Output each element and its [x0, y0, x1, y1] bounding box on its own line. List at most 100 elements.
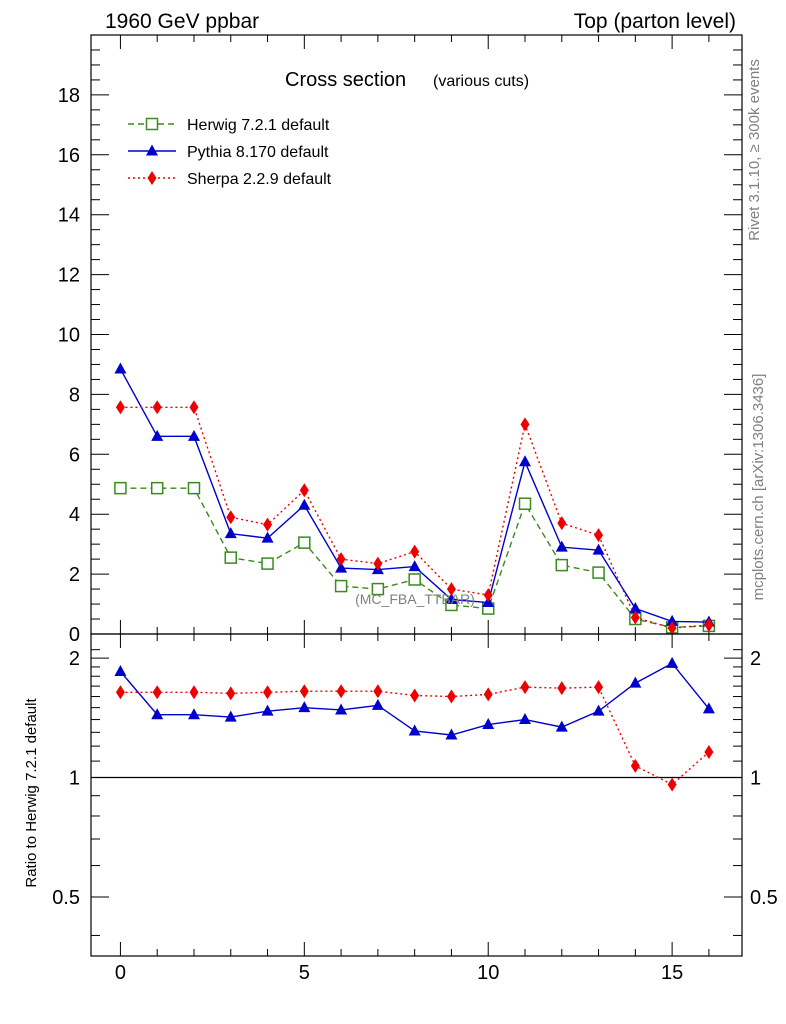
legend-label: Herwig 7.2.1 default: [187, 117, 330, 134]
data-point: [592, 704, 605, 716]
x-tick-label: 10: [477, 962, 499, 984]
data-point: [373, 556, 383, 571]
data-point: [298, 536, 311, 549]
mcplots-label: mcplots.cern.ch [arXiv:1306.3436]: [750, 374, 767, 601]
header-left-label: 1960 GeV ppbar: [105, 10, 259, 33]
data-point: [226, 510, 236, 525]
ratio-y-tick-label: 2: [69, 648, 80, 670]
data-point: [336, 552, 346, 567]
chart-title: Cross section (various cuts): [285, 69, 529, 91]
data-point: [187, 708, 200, 720]
data-point: [594, 528, 604, 543]
data-point: [519, 713, 531, 725]
data-point: [114, 481, 127, 495]
data-point: [592, 566, 605, 579]
data-point: [446, 582, 456, 597]
x-tick-label: 0: [115, 962, 126, 984]
rivet-version-label: Rivet 3.1.10, ≥ 300k events: [746, 59, 763, 241]
data-point: [150, 481, 164, 495]
data-point: [298, 498, 311, 510]
data-point: [483, 687, 493, 702]
data-point: [629, 676, 642, 688]
data-point: [336, 684, 346, 699]
y-tick-label: 10: [58, 325, 80, 347]
data-point: [555, 720, 568, 732]
y-tick-label: 12: [58, 265, 80, 287]
data-point: [410, 688, 420, 703]
data-point: [298, 701, 311, 713]
data-point: [704, 744, 714, 759]
data-point: [555, 540, 568, 552]
data-point: [335, 703, 348, 715]
ratio-y-tick-label: 0.5: [52, 887, 80, 909]
data-point: [518, 497, 532, 510]
series-1: [114, 362, 715, 627]
data-point: [445, 728, 458, 740]
data-point: [629, 602, 642, 614]
data-point: [666, 614, 679, 626]
legend: Herwig 7.2.1 default Pythia 8.170 default…: [128, 117, 332, 188]
ratio-y-axis-label: Ratio to Herwig 7.2.1 default: [23, 698, 40, 888]
data-point: [483, 588, 493, 603]
ratio-frame: [90, 633, 743, 957]
data-point: [373, 684, 383, 699]
x-tick-label: 15: [661, 962, 683, 984]
data-point: [187, 481, 201, 495]
y-tick-label: 4: [69, 504, 80, 526]
data-point: [666, 656, 679, 668]
legend-label: Sherpa 2.2.9 default: [187, 171, 332, 188]
data-point: [667, 777, 677, 792]
data-point: [704, 618, 714, 633]
data-point: [371, 698, 384, 710]
data-point: [226, 686, 236, 701]
data-point: [446, 689, 456, 704]
y-tick-label: 16: [58, 145, 80, 167]
data-point: [592, 543, 605, 555]
data-point: [702, 702, 715, 714]
legend-entry-1: Pythia 8.170 default: [128, 144, 329, 161]
data-point: [299, 483, 309, 498]
data-point: [189, 685, 199, 700]
ratio-series-0: [114, 656, 715, 740]
ratio-y-tick-label-right: 1: [750, 768, 761, 790]
y-tick-label: 8: [69, 384, 80, 406]
data-point: [371, 582, 385, 596]
data-point: [151, 429, 164, 441]
data-point: [261, 704, 274, 716]
y-tick-label: 0: [69, 624, 80, 646]
data-point: [630, 610, 640, 625]
legend-label: Pythia 8.170 default: [187, 144, 329, 161]
data-point: [115, 400, 125, 415]
legend-entry-0: Herwig 7.2.1 default: [128, 117, 330, 134]
data-point: [408, 573, 421, 586]
data-point: [114, 665, 127, 677]
data-point: [189, 400, 199, 415]
data-point: [555, 558, 569, 572]
data-point: [410, 544, 420, 559]
y-tick-label: 6: [69, 444, 80, 466]
data-point: [408, 560, 421, 572]
data-point: [224, 710, 237, 722]
analysis-watermark: (MC_FBA_TTBAR): [355, 591, 475, 607]
y-tick-label: 2: [69, 564, 80, 586]
data-point: [557, 516, 567, 531]
data-point: [630, 758, 640, 773]
main-plot-area: [90, 34, 743, 636]
data-point: [114, 362, 127, 374]
data-point: [594, 680, 604, 695]
series-2: [115, 400, 714, 636]
legend-entry-2: Sherpa 2.2.9 default: [128, 171, 332, 188]
data-point: [482, 718, 495, 730]
data-point: [261, 531, 274, 543]
data-point: [147, 171, 157, 185]
data-point: [151, 708, 164, 720]
data-point: [187, 429, 200, 441]
ratio-plot-area: [90, 633, 743, 957]
data-point: [224, 527, 237, 539]
x-tick-label: 5: [299, 962, 310, 984]
ratio-y-tick-label-right: 0.5: [750, 887, 778, 909]
data-point: [408, 724, 421, 736]
data-point: [299, 684, 309, 699]
data-point: [557, 681, 567, 696]
